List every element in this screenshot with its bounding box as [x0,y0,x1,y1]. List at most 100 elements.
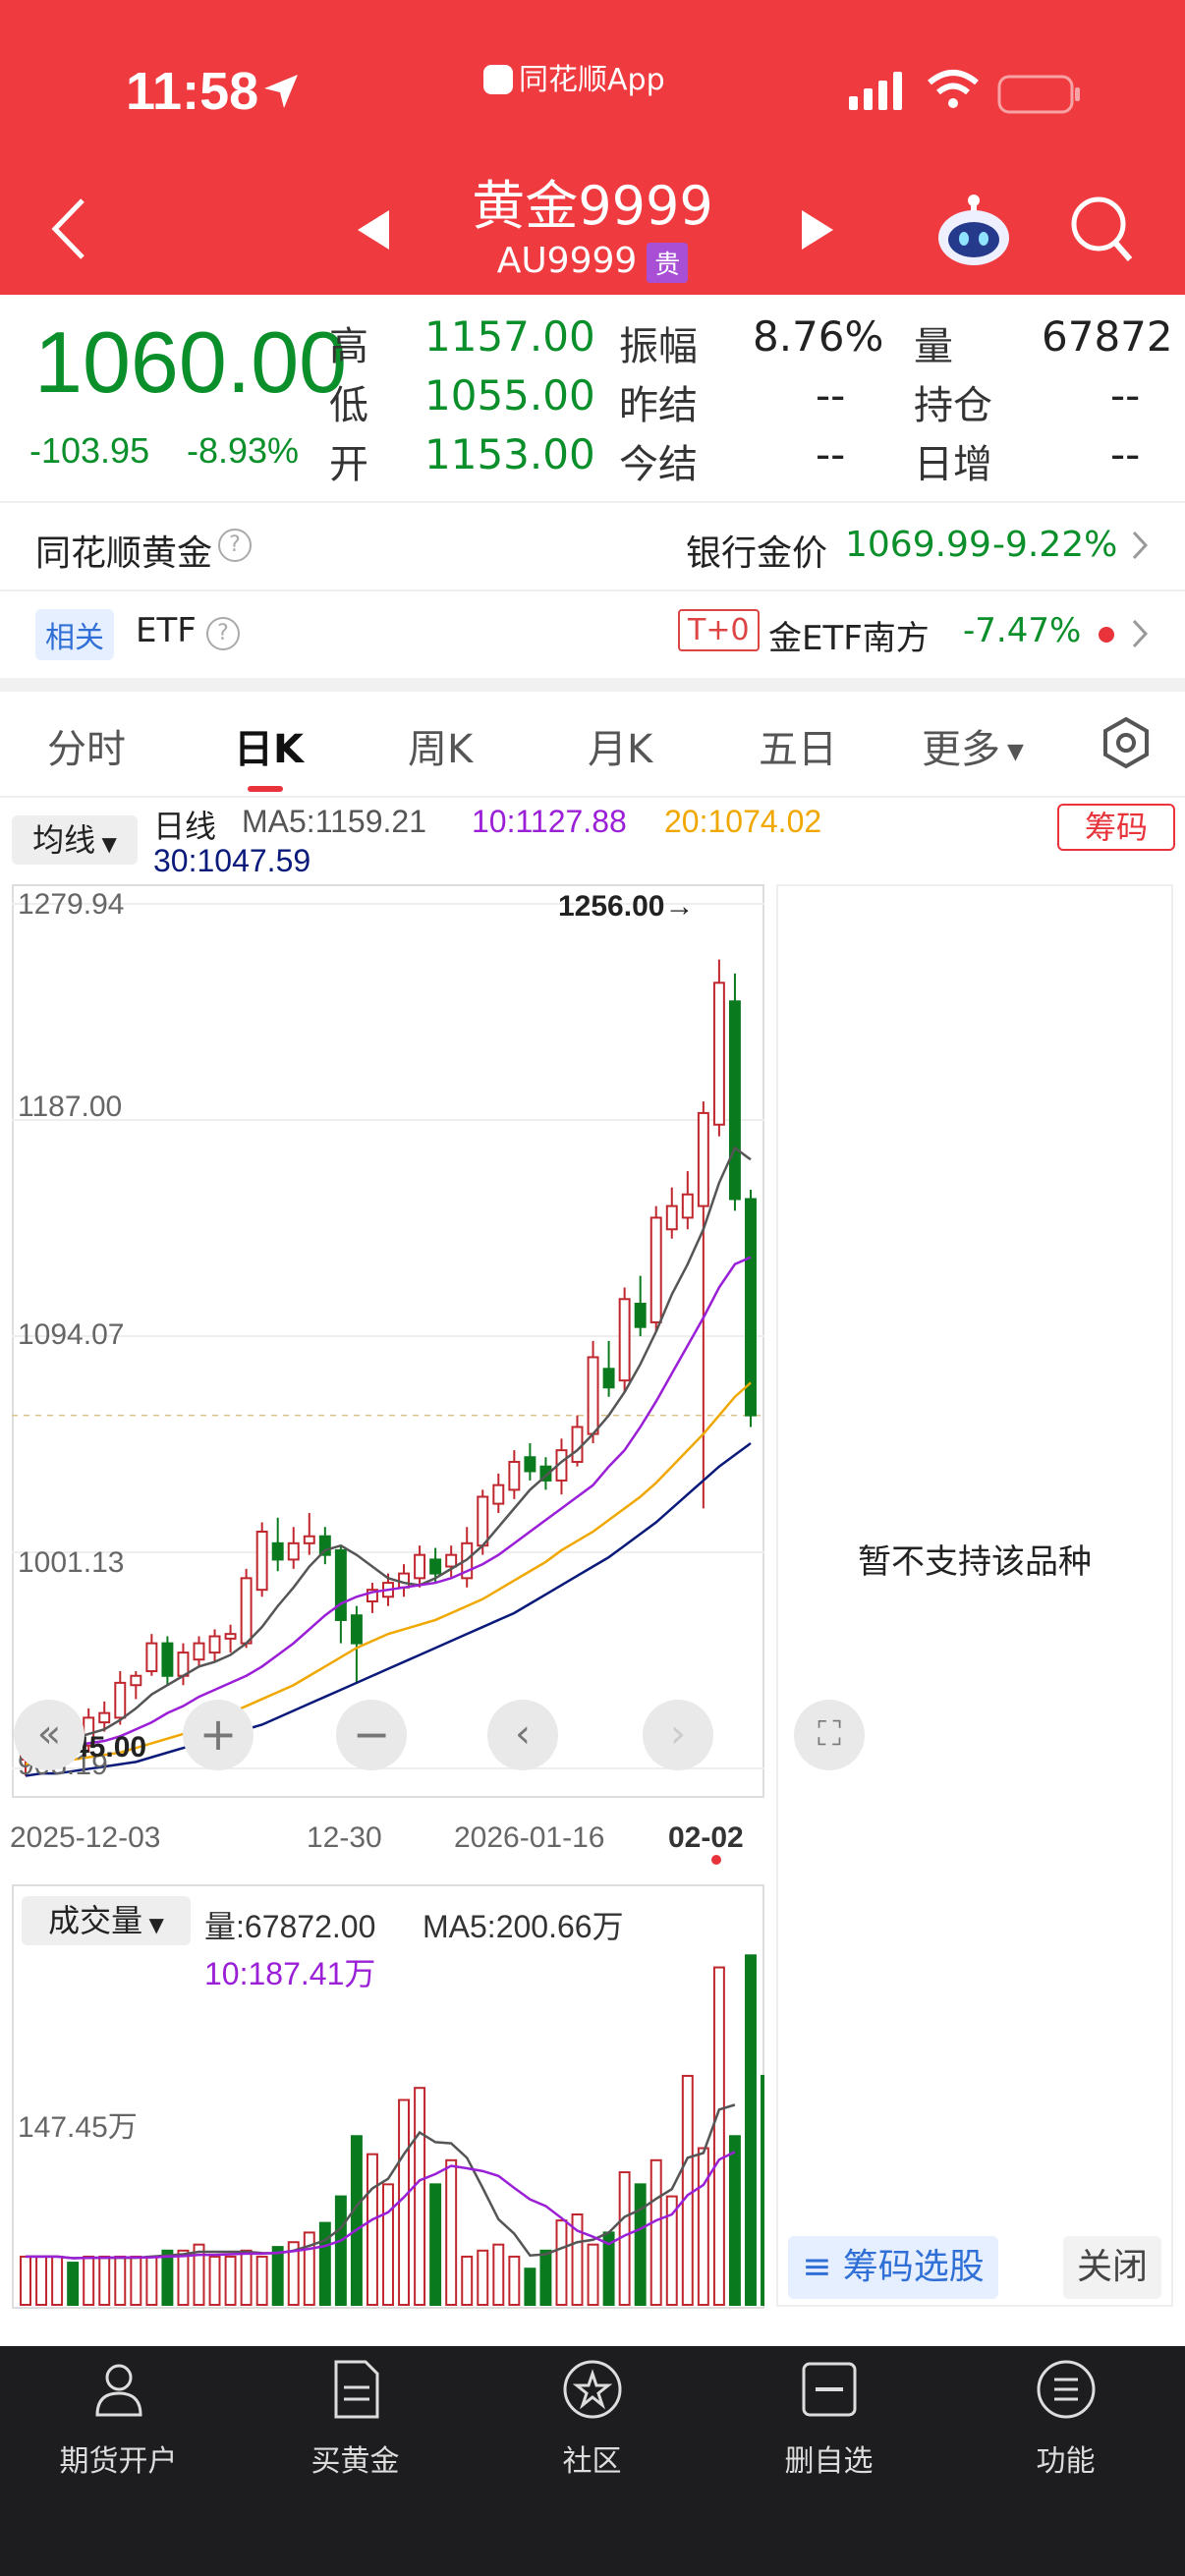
etf-row[interactable]: 相关 ETF ? T+0 金ETF南方 -7.47% [0,591,1185,678]
ma-type: 日线 [153,808,217,845]
candle-body [571,1426,584,1463]
robot-assistant-icon[interactable] [935,193,1012,267]
ma20-value: 20:1074.02 [664,804,822,839]
today-settle-label: 今结 [619,442,698,487]
chevron-right-icon [1132,619,1149,648]
tab-daily-k[interactable]: 日K [234,727,304,772]
volume-bar [555,2219,568,2306]
close-button[interactable]: 关闭 [1063,2236,1161,2299]
nav-remove-watchlist[interactable]: 删自选 [710,2358,947,2480]
gold-row[interactable]: 同花顺黄金 ? 银行金价 1069.99 -9.22% [0,503,1185,589]
candle-body [681,1193,694,1219]
instrument-code: AU9999 贵 [0,241,1185,283]
high-value: 1157.00 [424,312,595,361]
volume-bar [67,2262,80,2307]
signal-icon [849,72,902,110]
t0-tag: T+0 [678,609,760,651]
nav-futures-account[interactable]: 期货开户 [0,2358,237,2480]
volume-chart[interactable] [12,1884,764,2309]
tab-five-day[interactable]: 五日 [759,727,837,772]
divider [0,501,1185,503]
price-axis-label: 1279.94 [18,888,125,921]
volume-bar [145,2255,158,2306]
status-time: 11:58 [126,62,259,121]
candle-body [618,1298,631,1382]
ma10-value: 10:1127.88 [472,804,627,839]
candle-body [303,1535,315,1544]
candle-body [318,1535,331,1556]
nav-buy-gold[interactable]: 买黄金 [237,2358,474,2480]
volume-bar [398,2099,411,2306]
candle-body [98,1711,111,1724]
volume-bar [318,2221,331,2306]
chip-button[interactable]: 筹码 [1057,804,1175,851]
zoom-in-button[interactable]: + [183,1700,254,1770]
prev-instrument-icon[interactable] [354,208,393,252]
tab-monthly-k[interactable]: 月K [588,727,653,772]
volume-bar [414,2087,426,2306]
app-badge[interactable]: 同花顺App [483,55,665,98]
high-annotation: 1256.00→ [558,890,695,923]
scroll-left-icon[interactable]: « [14,1700,85,1770]
volume-bar [382,2183,394,2307]
help-icon[interactable]: ? [206,617,240,650]
tab-weekly-k[interactable]: 周K [408,727,474,772]
volume-bar [51,2255,64,2306]
volume-bar [477,2249,489,2306]
low-label: 低 [329,383,368,428]
volume-ma10-line [26,2151,736,2260]
volume-bar [745,1954,757,2307]
settings-hex-icon[interactable] [1099,715,1154,770]
tab-intraday[interactable]: 分时 [47,727,126,772]
candle-body [508,1460,521,1491]
user-id-icon [94,2364,142,2417]
fullscreen-icon[interactable]: ⛶ [794,1700,865,1770]
volume-bar [571,2213,584,2306]
help-icon[interactable]: ? [218,529,252,562]
candle-body [177,1652,190,1677]
volume-bar [208,2255,221,2306]
wifi-icon [928,70,979,108]
candle-body [255,1530,268,1592]
minus-box-icon [802,2362,856,2417]
volume-bar [649,2158,662,2306]
price-axis-label: 1094.07 [18,1318,125,1351]
volume-bar [665,2195,678,2307]
chevron-left-icon[interactable]: ‹ [487,1700,558,1770]
volume-bar [492,2243,505,2306]
nav-community[interactable]: 社区 [474,2358,710,2480]
back-icon[interactable] [49,196,88,261]
chevron-right-icon[interactable]: › [643,1700,713,1770]
prev-settle-value: -- [816,371,846,420]
volume-bar [83,2255,95,2306]
etf-label: ETF [136,611,197,650]
date-axis-label: 02-02 [668,1821,744,1854]
volume-bar [287,2241,300,2307]
volume-bar [114,2255,127,2306]
zoom-out-button[interactable]: − [336,1700,407,1770]
date-axis-label: 2026-01-16 [454,1821,605,1854]
chip-select-button[interactable]: ≡ 筹码选股 [788,2236,998,2299]
amplitude-label: 振幅 [619,324,698,369]
volume-selector[interactable]: 成交量 ▼ [22,1896,191,1945]
ma30-line [25,1442,752,1777]
candle-body [271,1541,284,1561]
ma-selector[interactable]: 均线 ▼ [12,815,138,865]
next-instrument-icon[interactable] [798,208,837,252]
volume-bar [429,2183,442,2307]
candle-body [240,1577,253,1645]
nav-functions[interactable]: 功能 [947,2358,1184,2480]
volume-bar [634,2183,647,2307]
volume-bar [681,2074,694,2306]
candle-body [114,1681,127,1719]
search-icon[interactable] [1069,195,1134,263]
volume-bar [303,2231,315,2306]
candle-body [649,1216,662,1323]
volume-label: 量 [914,324,953,369]
candle-body [287,1541,300,1561]
tab-more[interactable]: 更多 ▼ [922,727,1024,772]
candle-body [193,1642,205,1661]
candle-body [130,1674,142,1687]
open-interest-value: -- [1110,371,1141,420]
kline-chart[interactable] [12,884,764,1798]
